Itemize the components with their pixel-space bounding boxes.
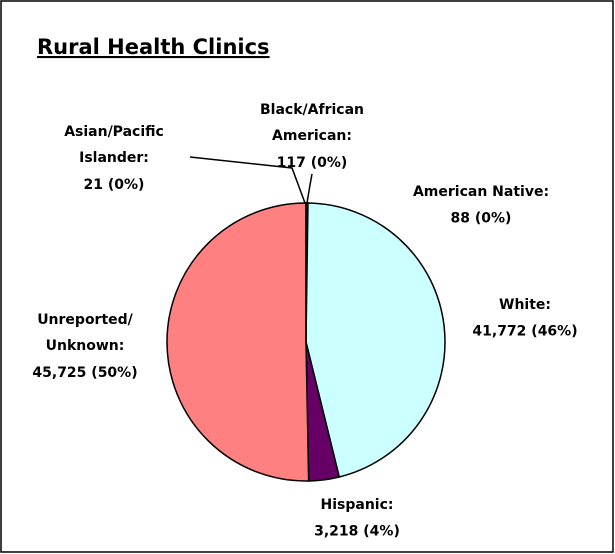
value-label: 88 (0%) xyxy=(451,211,512,227)
pie-slice xyxy=(166,202,310,482)
slice-label: Black/African xyxy=(260,102,364,118)
value-label: 3,218 (4%) xyxy=(314,524,400,540)
value-label: 41,772 (46%) xyxy=(472,324,577,340)
pie-slice xyxy=(305,202,446,478)
leader-line xyxy=(306,173,313,204)
value-label: 45,725 (50%) xyxy=(32,365,137,381)
slice-label: Unreported/ xyxy=(37,312,133,328)
chart-title: Rural Health Clinics xyxy=(37,35,270,59)
leader-line xyxy=(189,156,306,204)
value-label: 117 (0%) xyxy=(277,155,348,171)
slice-label: White: xyxy=(499,297,551,313)
slice-label: Islander: xyxy=(79,150,149,166)
slice-label: Unknown: xyxy=(46,338,125,354)
slice-label: Asian/Pacific xyxy=(64,124,164,140)
slice-label: Hispanic: xyxy=(321,497,394,513)
value-label: 21 (0%) xyxy=(84,177,145,193)
slice-label: American: xyxy=(272,128,352,144)
slice-label: American Native: xyxy=(413,184,549,200)
